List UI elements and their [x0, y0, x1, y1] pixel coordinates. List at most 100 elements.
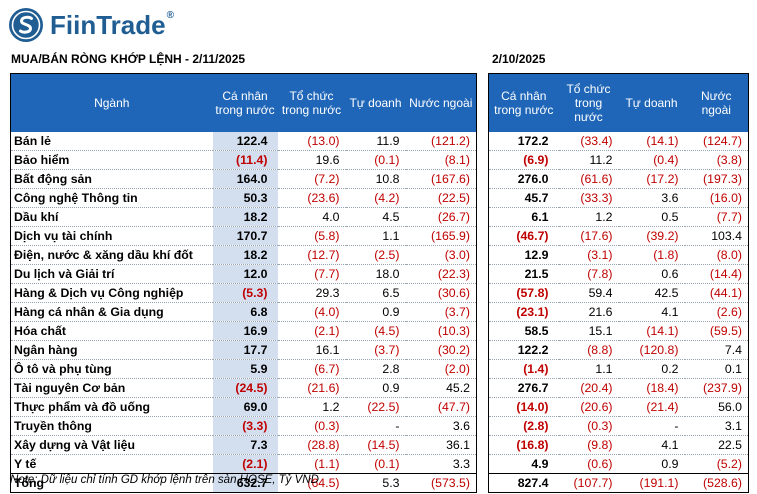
table-row: 122.2 (8.8) (120.8) 7.4: [488, 340, 749, 360]
left-table-title: MUA/BÁN RÒNG KHỚP LỆNH - 2/11/2025: [11, 52, 246, 66]
value-cell: 276.7: [488, 378, 559, 398]
net-trade-table-current: Ngành Cá nhân trong nước Tổ chức trong n…: [10, 73, 477, 493]
sector-name: Ngân hàng: [10, 340, 213, 360]
value-cell: (3.0): [405, 245, 477, 265]
value-cell: 4.1: [618, 302, 685, 322]
value-cell: (5.8): [277, 226, 346, 246]
value-cell: 1.1: [345, 226, 406, 246]
value-cell: (17.6): [558, 226, 619, 246]
value-cell: 827.4: [488, 473, 559, 493]
value-cell: 0.1: [684, 359, 749, 379]
value-cell: 5.9: [212, 359, 278, 379]
table-row: (6.9) 11.2 (0.4) (3.8): [488, 150, 749, 170]
value-cell: (33.4): [558, 132, 619, 151]
value-cell: (12.7): [277, 245, 346, 265]
value-cell: 276.0: [488, 169, 559, 189]
value-cell: 6.8: [212, 302, 278, 322]
value-cell: 29.3: [277, 283, 346, 303]
table-row: 21.5 (7.8) 0.6 (14.4): [488, 264, 749, 284]
sector-name: Hóa chất: [10, 321, 213, 341]
value-cell: (24.5): [212, 378, 278, 398]
total-label: Tổng: [10, 473, 213, 493]
value-cell: (0.3): [558, 416, 619, 436]
value-cell: (6.7): [277, 359, 346, 379]
value-cell: (14.0): [488, 397, 559, 417]
value-cell: 6.1: [488, 207, 559, 227]
value-cell: (30.2): [405, 340, 477, 360]
value-cell: (23.1): [488, 302, 559, 322]
value-cell: (17.2): [618, 169, 685, 189]
value-cell: (3.7): [345, 340, 406, 360]
header-sector: Ngành: [10, 73, 213, 132]
value-cell: 18.2: [212, 207, 278, 227]
value-cell: (0.6): [558, 454, 619, 474]
table-row: Du lịch và Giải trí 12.0 (7.7) 18.0 (22.3): [10, 264, 477, 284]
value-cell: 170.7: [212, 226, 278, 246]
sector-name: Thực phẩm và đồ uống: [10, 397, 213, 417]
sector-name: Dầu khí: [10, 207, 213, 227]
value-cell: 18.2: [212, 245, 278, 265]
table-row: Xây dựng và Vật liệu 7.3 (28.8) (14.5) 36.1: [10, 435, 477, 455]
value-cell: (2.1): [277, 321, 346, 341]
value-cell: 122.4: [212, 132, 278, 151]
table-row: (46.7) (17.6) (39.2) 103.4: [488, 226, 749, 246]
value-cell: 11.2: [558, 150, 619, 170]
value-cell: (0.1): [345, 454, 406, 474]
value-cell: (59.5): [684, 321, 749, 341]
value-cell: (18.4): [618, 378, 685, 398]
sector-name: Công nghệ Thông tin: [10, 188, 213, 208]
sector-name: Bán lẻ: [10, 132, 213, 151]
value-cell: 15.1: [558, 321, 619, 341]
table-row: Bán lẻ 122.4 (13.0) 11.9 (121.2): [10, 132, 477, 151]
value-cell: 0.6: [618, 264, 685, 284]
value-cell: (5.3): [212, 283, 278, 303]
value-cell: 4.0: [277, 207, 346, 227]
value-cell: (14.1): [618, 132, 685, 151]
table-row: Bất động sản 164.0 (7.2) 10.8 (167.6): [10, 169, 477, 189]
value-cell: 18.0: [345, 264, 406, 284]
value-cell: (10.3): [405, 321, 477, 341]
value-cell: 103.4: [684, 226, 749, 246]
value-cell: 69.0: [212, 397, 278, 417]
value-cell: (28.8): [277, 435, 346, 455]
sector-name: Truyền thông: [10, 416, 213, 436]
value-cell: 12.9: [488, 245, 559, 265]
value-cell: (5.2): [684, 454, 749, 474]
value-cell: 58.5: [488, 321, 559, 341]
footnote: Note: Dữ liệu chỉ tính GD khớp lệnh trên…: [10, 474, 319, 486]
value-cell: 1.1: [558, 359, 619, 379]
value-cell: 0.9: [618, 454, 685, 474]
value-cell: (47.7): [405, 397, 477, 417]
value-cell: (167.6): [405, 169, 477, 189]
value-cell: 42.5: [618, 283, 685, 303]
sector-name: Dịch vụ tài chính: [10, 226, 213, 246]
value-cell: (16.8): [488, 435, 559, 455]
value-cell: (191.1): [618, 473, 685, 493]
value-cell: (1.1): [277, 454, 346, 474]
value-cell: 2.8: [345, 359, 406, 379]
header-foreign: Nước ngoài: [684, 73, 749, 132]
value-cell: (2.5): [345, 245, 406, 265]
value-cell: 6.5: [345, 283, 406, 303]
header-individual: Cá nhân trong nước: [212, 73, 278, 132]
sector-name: Tài nguyên Cơ bản: [10, 378, 213, 398]
value-cell: (64.5): [277, 473, 346, 493]
value-cell: (2.8): [488, 416, 559, 436]
value-cell: 632.7: [212, 473, 278, 493]
value-cell: (33.3): [558, 188, 619, 208]
value-cell: (197.3): [684, 169, 749, 189]
value-cell: (4.5): [345, 321, 406, 341]
sector-name: Điện, nước & xăng dầu khí đốt: [10, 245, 213, 265]
sector-name: Du lịch và Giải trí: [10, 264, 213, 284]
value-cell: (1.8): [618, 245, 685, 265]
table-row: 58.5 15.1 (14.1) (59.5): [488, 321, 749, 341]
table-row: Bảo hiểm (11.4) 19.6 (0.1) (8.1): [10, 150, 477, 170]
value-cell: (11.4): [212, 150, 278, 170]
value-cell: (16.0): [684, 188, 749, 208]
value-cell: (4.2): [345, 188, 406, 208]
value-cell: 3.6: [405, 416, 477, 436]
value-cell: -: [618, 416, 685, 436]
sector-name: Ô tô và phụ tùng: [10, 359, 213, 379]
header-proprietary: Tự doanh: [618, 73, 685, 132]
value-cell: 5.3: [345, 473, 406, 493]
